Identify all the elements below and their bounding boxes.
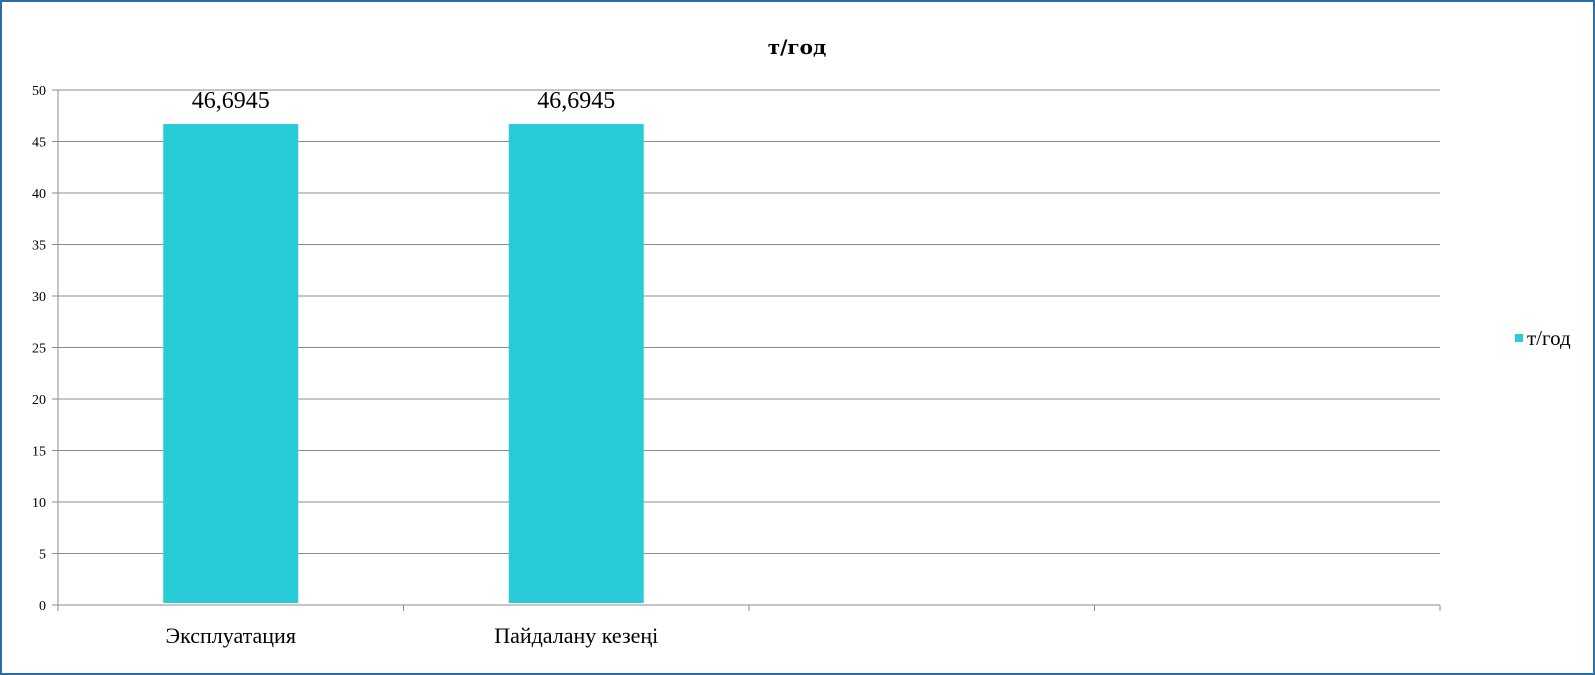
- legend-label: т/год: [1527, 326, 1571, 350]
- y-tick-label: 45: [32, 136, 46, 151]
- axes: 0 5 10 15 20 25 30 35 40 45 50 Эксплуатация Пайдалан…: [32, 84, 1441, 648]
- bar: [508, 124, 644, 603]
- x-tick-label: Пайдалану кезеңі: [494, 623, 658, 648]
- y-tick-label: 50: [32, 84, 46, 99]
- bar: [163, 124, 299, 603]
- y-tick-label: 35: [32, 239, 46, 254]
- x-tick-label: Эксплуатация: [166, 623, 296, 648]
- data-label: 46,6945: [192, 88, 270, 114]
- data-labels: 46,6945 46,6945: [192, 88, 616, 114]
- legend: т/год: [1515, 326, 1571, 350]
- y-tick-label: 30: [32, 290, 46, 305]
- y-tick-label: 40: [32, 187, 46, 202]
- bars: [163, 124, 644, 603]
- y-tick-label: 25: [32, 342, 46, 357]
- legend-swatch: [1515, 334, 1523, 342]
- chart-title: т/год: [768, 35, 827, 59]
- data-label: 46,6945: [537, 88, 615, 114]
- y-tick-label: 5: [39, 548, 46, 563]
- y-tick-label: 0: [39, 599, 46, 614]
- y-tick-label: 10: [32, 496, 46, 511]
- y-tick-label: 15: [32, 445, 46, 460]
- y-tick-label: 20: [32, 393, 46, 408]
